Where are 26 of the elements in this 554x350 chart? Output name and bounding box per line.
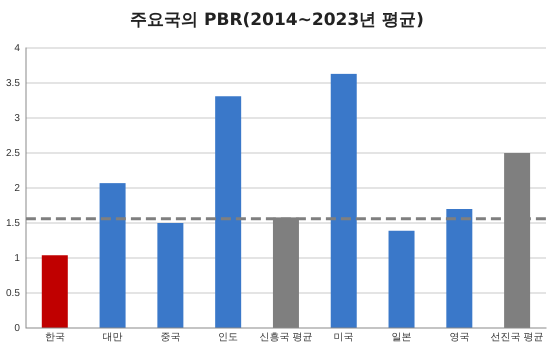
bar (100, 183, 126, 328)
y-tick-label: 0.5 (6, 288, 20, 299)
x-tick-label: 일본 (392, 332, 412, 343)
y-tick-label: 2 (14, 182, 20, 194)
x-tick-label: 인도 (218, 332, 238, 343)
y-tick-label: 3.5 (6, 78, 20, 89)
y-tick-label: 0 (14, 322, 20, 334)
y-tick-label: 1 (14, 252, 20, 264)
x-tick-label: 미국 (334, 332, 354, 343)
y-tick-label: 1.5 (6, 218, 20, 229)
x-tick-label: 신흥국 평균 (260, 332, 312, 343)
x-tick-label: 영국 (449, 332, 470, 343)
bar (388, 230, 415, 328)
bar (446, 209, 472, 328)
x-tick-label: 선진국 평균 (490, 332, 544, 343)
x-tick-label: 한국 (44, 332, 65, 343)
bar (215, 96, 242, 328)
bar (330, 74, 357, 328)
chart-title: 주요국의 PBR(2014~2023년 평균) (129, 9, 425, 31)
bar (157, 223, 184, 328)
y-tick-label: 2.5 (6, 148, 20, 159)
y-tick-label: 3 (14, 112, 20, 124)
y-tick-label: 4 (14, 42, 20, 54)
x-tick-label: 대만 (102, 332, 123, 343)
x-tick-label: 중국 (160, 332, 180, 343)
bar (42, 255, 68, 328)
